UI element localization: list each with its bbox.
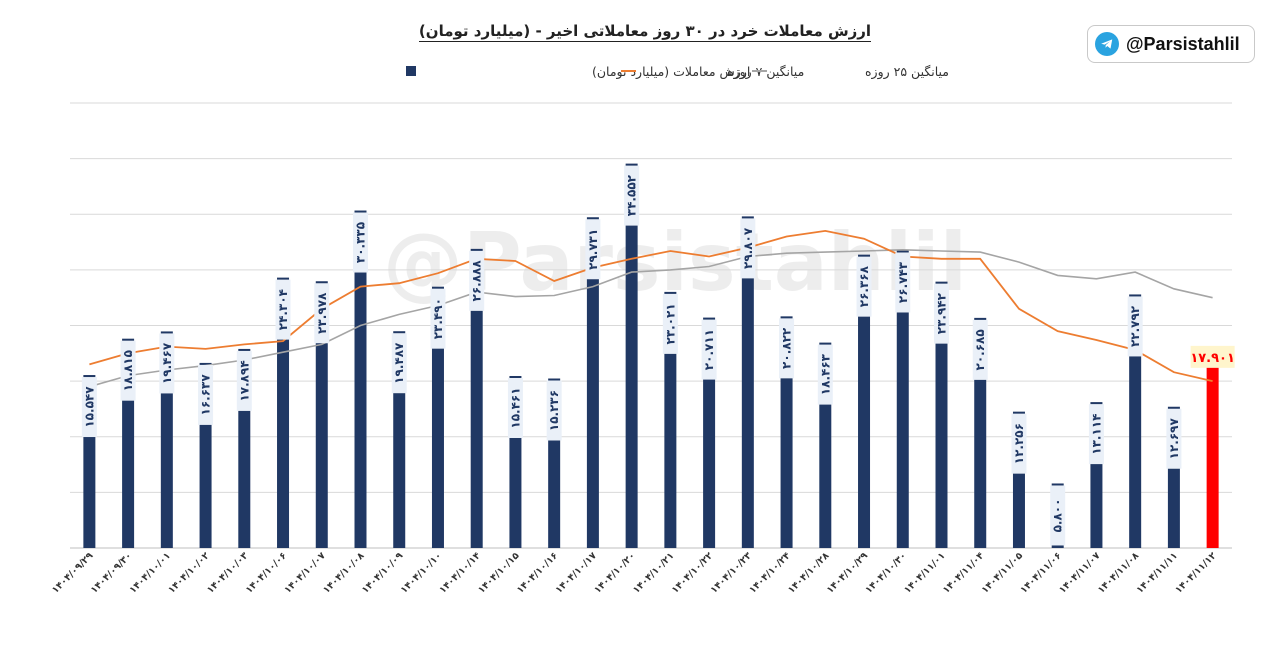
data-label: ۱۸.۸۱۵: [121, 350, 135, 391]
data-label: ۲۶.۷۴۳: [896, 261, 910, 303]
data-label-box: [779, 318, 795, 379]
data-label-box: [972, 319, 988, 380]
data-label: ۲۲.۷۹۲: [1128, 305, 1142, 347]
data-label-box: [1127, 296, 1143, 357]
data-label: ۲۰.۷۱۱: [702, 329, 716, 370]
data-label: ۲۳.۴۹۰: [431, 298, 445, 339]
data-label: ۱۵.۵۴۷: [82, 386, 96, 428]
data-label-box: [624, 165, 640, 226]
telegram-channel-badge[interactable]: @Parsistahlil: [1087, 25, 1255, 63]
data-label-box: [1166, 408, 1182, 469]
x-tick-label: ۱۴۰۴/۱۱/۱۲: [1173, 550, 1219, 596]
data-label: ۱۳.۱۱۴: [1089, 414, 1103, 455]
legend-label-ma25: میانگین ۲۵ روزه: [865, 64, 949, 80]
data-label: ۱۶.۶۳۷: [199, 374, 213, 416]
data-label: ۱۲.۶۹۷: [1167, 417, 1181, 459]
x-axis-tick-labels: ۱۴۰۴/۰۹/۲۹۱۴۰۴/۰۹/۳۰۱۴۰۴/۱۰/۰۱۱۴۰۴/۱۰/۰۲…: [50, 550, 1219, 596]
bar: [664, 291, 677, 548]
data-label-box: [1050, 485, 1066, 546]
data-label: ۵.۸۰۰: [1051, 499, 1065, 533]
data-label-box: [353, 212, 368, 273]
data-label: ۱۹.۴۸۷: [392, 342, 406, 384]
data-label-box: [662, 293, 678, 354]
line-ma7: [89, 229, 1213, 382]
legend: ارزش معاملات (میلیارد تومان) میانگین ۷ ر…: [406, 64, 949, 80]
data-label-box: [546, 380, 562, 441]
chart-title: ارزش معاملات خرد در ۳۰ روز معاملاتی اخیر…: [418, 22, 872, 42]
data-label-box: [430, 288, 446, 349]
data-label: ۱۵.۴۶۱: [508, 387, 522, 428]
legend-swatch-bars: [406, 66, 416, 76]
data-label-box: [701, 319, 717, 380]
data-labels: ۱۵.۵۴۷ ۱۸.۸۱۵ ۱۹.۴۶۷ ۱۶.۶۳۷ ۱۷.۸۹۴ ۲۴.۳۰۴ ۲۳.۹…: [81, 165, 1235, 546]
bar: [858, 254, 871, 548]
data-label: ۱۷.۹۰۱: [1190, 351, 1235, 366]
data-label-box: [120, 340, 136, 401]
data-label: ۲۶.۸۸۸: [470, 260, 484, 302]
data-label-box: [585, 219, 601, 280]
legend-label-bars: ارزش معاملات (میلیارد تومان): [592, 64, 750, 80]
data-label-box: [856, 256, 872, 317]
data-label-box: [198, 364, 214, 425]
bar: [470, 248, 483, 548]
line-series: [89, 229, 1213, 388]
data-label: ۲۶.۳۶۸: [857, 265, 871, 307]
data-label: ۲۹.۸۰۷: [741, 227, 755, 269]
bar: [431, 286, 444, 548]
bar: [277, 277, 290, 548]
data-label: ۱۸.۴۶۳: [818, 353, 832, 395]
data-label-box: [507, 377, 523, 438]
gridlines: [70, 102, 1232, 549]
data-label: ۱۹.۴۶۷: [160, 342, 174, 384]
data-label-box: [81, 377, 97, 438]
data-label-box: [934, 283, 949, 344]
data-label-box: [391, 333, 407, 394]
data-label: ۲۳.۹۴۲: [935, 292, 949, 334]
data-label-box: [895, 252, 911, 313]
data-label: ۲۰.۶۸۵: [973, 329, 987, 370]
data-label: ۱۵.۲۳۶: [547, 390, 561, 431]
data-label-box: [1190, 345, 1235, 368]
data-label-box: [740, 218, 756, 279]
line-ma25: [89, 248, 1213, 388]
data-label: ۲۳.۰۲۱: [663, 303, 677, 344]
data-label: ۱۷.۸۹۴: [237, 360, 251, 401]
bar: [896, 250, 909, 548]
data-label-box: [159, 333, 175, 394]
data-label-box: [817, 344, 833, 405]
data-label: ۳۴.۵۵۲: [625, 174, 639, 216]
bar: [586, 217, 599, 549]
data-label: ۲۹.۷۳۱: [586, 229, 600, 270]
data-label: ۳۰.۳۳۵: [354, 222, 368, 263]
data-label: ۲۳.۹۷۸: [315, 292, 329, 334]
bar: [741, 216, 754, 548]
data-label-box: [314, 283, 330, 344]
data-label-box: [469, 250, 485, 311]
bar: [315, 281, 328, 548]
data-label: ۱۲.۲۵۶: [1012, 423, 1026, 464]
bar: [1129, 294, 1142, 548]
telegram-icon: [1095, 32, 1119, 56]
data-label-box: [275, 279, 291, 340]
bar: [354, 210, 367, 548]
bar: [1206, 348, 1219, 548]
data-label-box: [236, 350, 252, 411]
bar: [935, 281, 948, 548]
data-label: ۲۴.۳۰۴: [276, 289, 290, 330]
data-label-box: [1088, 404, 1104, 465]
data-label: ۲۰.۸۲۲: [780, 327, 794, 369]
channel-handle: @Parsistahlil: [1126, 33, 1240, 54]
data-label-box: [1011, 413, 1027, 474]
